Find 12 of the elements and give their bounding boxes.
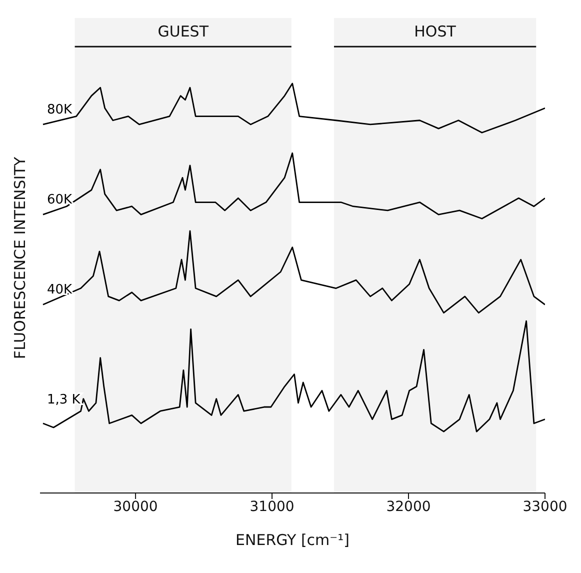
series-label: 1,3 K xyxy=(47,392,81,408)
x-tick-label: 32000 xyxy=(386,498,431,515)
series-label: 40K xyxy=(47,282,73,298)
x-tick-label: 31000 xyxy=(250,498,294,515)
band-label: HOST xyxy=(414,22,457,41)
x-tick-label: 33000 xyxy=(522,498,568,515)
x-axis-title: ENERGY [cm⁻¹] xyxy=(236,531,350,549)
x-tick-label: 30000 xyxy=(113,498,158,515)
y-axis-title: FLUORESCENCE INTENSITY xyxy=(11,156,29,360)
series-label: 80K xyxy=(47,102,73,118)
series-label: 60K xyxy=(47,192,73,208)
band-label: GUEST xyxy=(158,22,210,41)
